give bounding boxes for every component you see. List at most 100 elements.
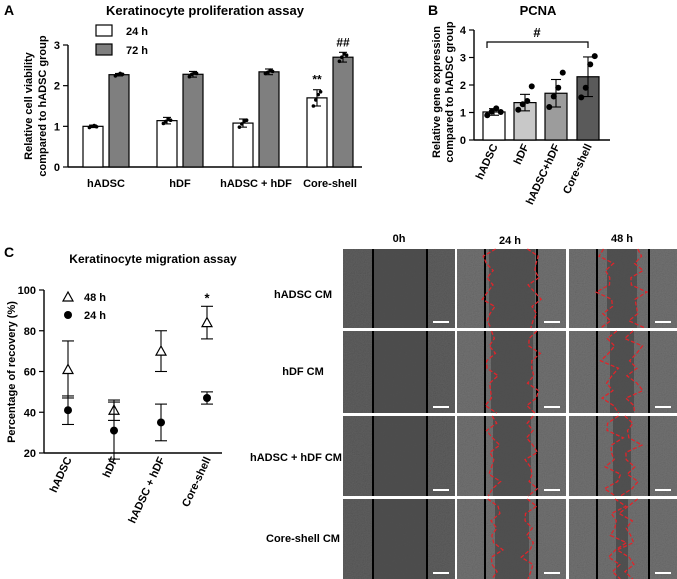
panel-b-ylabel-line2: compared to hADSC group [444, 21, 456, 162]
panel-b-point [555, 84, 562, 91]
panel-c-ytick-label: 40 [24, 407, 36, 419]
panel-c-ytick-label: 20 [24, 448, 36, 460]
panel-c-ylabel: Percentage of recovery (%) [6, 301, 18, 443]
micrograph-wound-area [373, 331, 427, 413]
panel-a-bars: ** ## [82, 35, 354, 168]
panel-a-point [194, 71, 199, 76]
panel-c-point-24h [157, 418, 165, 427]
panel-a-bar [332, 56, 354, 168]
panel-a-xtick-label: hDF [169, 178, 191, 190]
panel-a-point [237, 125, 242, 129]
panel-c-annotation: * [204, 290, 210, 305]
panel-b-point [524, 97, 531, 104]
panel-a-point [344, 53, 349, 57]
legend-label-24h-c: 24 h [84, 310, 106, 322]
micrograph-wound-area [610, 331, 634, 413]
panel-a-point [120, 72, 125, 77]
micrograph-migration-edge-left [487, 498, 505, 579]
micrograph-tiles [343, 248, 677, 579]
panel-c-point-48h [154, 344, 168, 356]
panel-b-point [528, 83, 535, 90]
micrograph-wound-area [373, 499, 427, 579]
panel-a-ylabel-line2: compared to hADSC group [37, 35, 49, 176]
micrograph-wound-area [491, 331, 533, 413]
panel-a-ytick-label: 0 [54, 162, 60, 174]
panel-a-bar [306, 97, 328, 168]
micrograph-wound-area [495, 499, 529, 579]
panel-c-xtick-label: Core-shell [180, 455, 214, 509]
panel-b-ytick-label: 2 [460, 80, 466, 92]
panel-b-point [591, 53, 598, 60]
panel-b-letter: B [428, 2, 438, 18]
panel-b-point [493, 105, 500, 112]
micrograph-wound-area [373, 249, 427, 328]
panel-c-legend: 48 h 24 h [61, 290, 106, 322]
panel-a-point [318, 89, 323, 94]
panel-a-point [337, 59, 342, 64]
panel-a-ytick-label: 1 [54, 121, 60, 133]
panel-b-ytick-label: 3 [460, 53, 466, 65]
panel-a-point [340, 55, 344, 59]
micrograph-migration-edge-right [520, 498, 538, 579]
legend-label-24h: 24 h [126, 26, 148, 38]
panel-b-ytick-label: 1 [460, 108, 466, 120]
panel-c-point-48h [200, 316, 214, 328]
panel-a-ylabel-line1: Relative cell viability [23, 51, 35, 159]
panel-b-significance: # [486, 25, 589, 48]
panel-a-ytick-label: 2 [54, 81, 60, 93]
panel-b-point [582, 84, 589, 91]
legend-label-48h: 48 h [84, 292, 106, 304]
panel-b-point [497, 108, 504, 115]
panel-c-marks: * [61, 290, 214, 460]
panel-c-ytick-label: 80 [24, 326, 36, 338]
panel-a-bar [258, 71, 280, 168]
panel-c-letter: C [4, 244, 14, 260]
micrograph-migration-edge-right [525, 330, 542, 414]
micrograph-migration-edge-right [627, 248, 649, 329]
micrograph-migration-edge-left [607, 498, 628, 579]
panel-b-bars [482, 53, 600, 141]
panel-a-bar [232, 122, 254, 168]
panel-a-point [161, 121, 166, 126]
panel-c-ytick-label: 100 [18, 285, 36, 297]
panel-a-point [244, 118, 249, 123]
panel-a-xtick-label: Core-shell [303, 178, 357, 190]
panel-c-point-24h [110, 426, 118, 435]
panel-b-xtick-label: hADSC [474, 142, 501, 181]
micrograph-wound-area [489, 249, 535, 328]
panel-b-y-axis: 0 1 2 3 4 [460, 25, 474, 147]
panel-c: C Keratinocyte migration assay Percentag… [4, 244, 237, 525]
panel-a-annotation: ## [336, 35, 350, 49]
micrograph-migration-edge-left [594, 248, 615, 329]
micrograph-grid: 0h 24 h 48 h hADSC CM hDF CM hADSC + hDF… [250, 233, 677, 579]
panel-a-bar [156, 120, 178, 168]
panel-b-point [515, 106, 522, 113]
panel-b-point [519, 101, 526, 108]
legend-label-72h: 72 h [126, 45, 148, 57]
micrograph-wound-area [613, 416, 631, 496]
panel-b-point [488, 108, 495, 115]
panel-a-point [314, 98, 318, 102]
panel-b-point [578, 94, 585, 101]
panel-b-xtick-label: Core-shell [561, 142, 595, 196]
panel-a-point [164, 119, 168, 124]
micrograph-migration-edge-left [484, 330, 500, 414]
panel-a-x-ticks: hADSC hDF hADSC + hDF Core-shell [87, 178, 357, 190]
panel-a-ytick-label: 3 [54, 40, 60, 52]
panel-a: A Keratinocyte proliferation assay Relat… [4, 2, 362, 190]
panel-c-point-24h [64, 406, 72, 415]
panel-a-point [94, 124, 99, 129]
micrograph-migration-edge-right [615, 498, 638, 579]
micrograph-wound-area [373, 416, 427, 496]
panel-b-ylabel: Relative gene expression compared to hAD… [431, 21, 456, 162]
panel-b-point [484, 112, 491, 119]
panel-a-annotation: ** [312, 73, 322, 87]
panel-b-point [550, 93, 557, 100]
legend-marker-48h [61, 290, 75, 302]
panel-b-title: PCNA [520, 3, 557, 18]
col-header-24h: 24 h [499, 235, 521, 247]
row-label-core-shell: Core-shell CM [266, 533, 340, 545]
panel-b-point [559, 69, 566, 76]
panel-b: B PCNA Relative gene expression compared… [428, 2, 610, 207]
